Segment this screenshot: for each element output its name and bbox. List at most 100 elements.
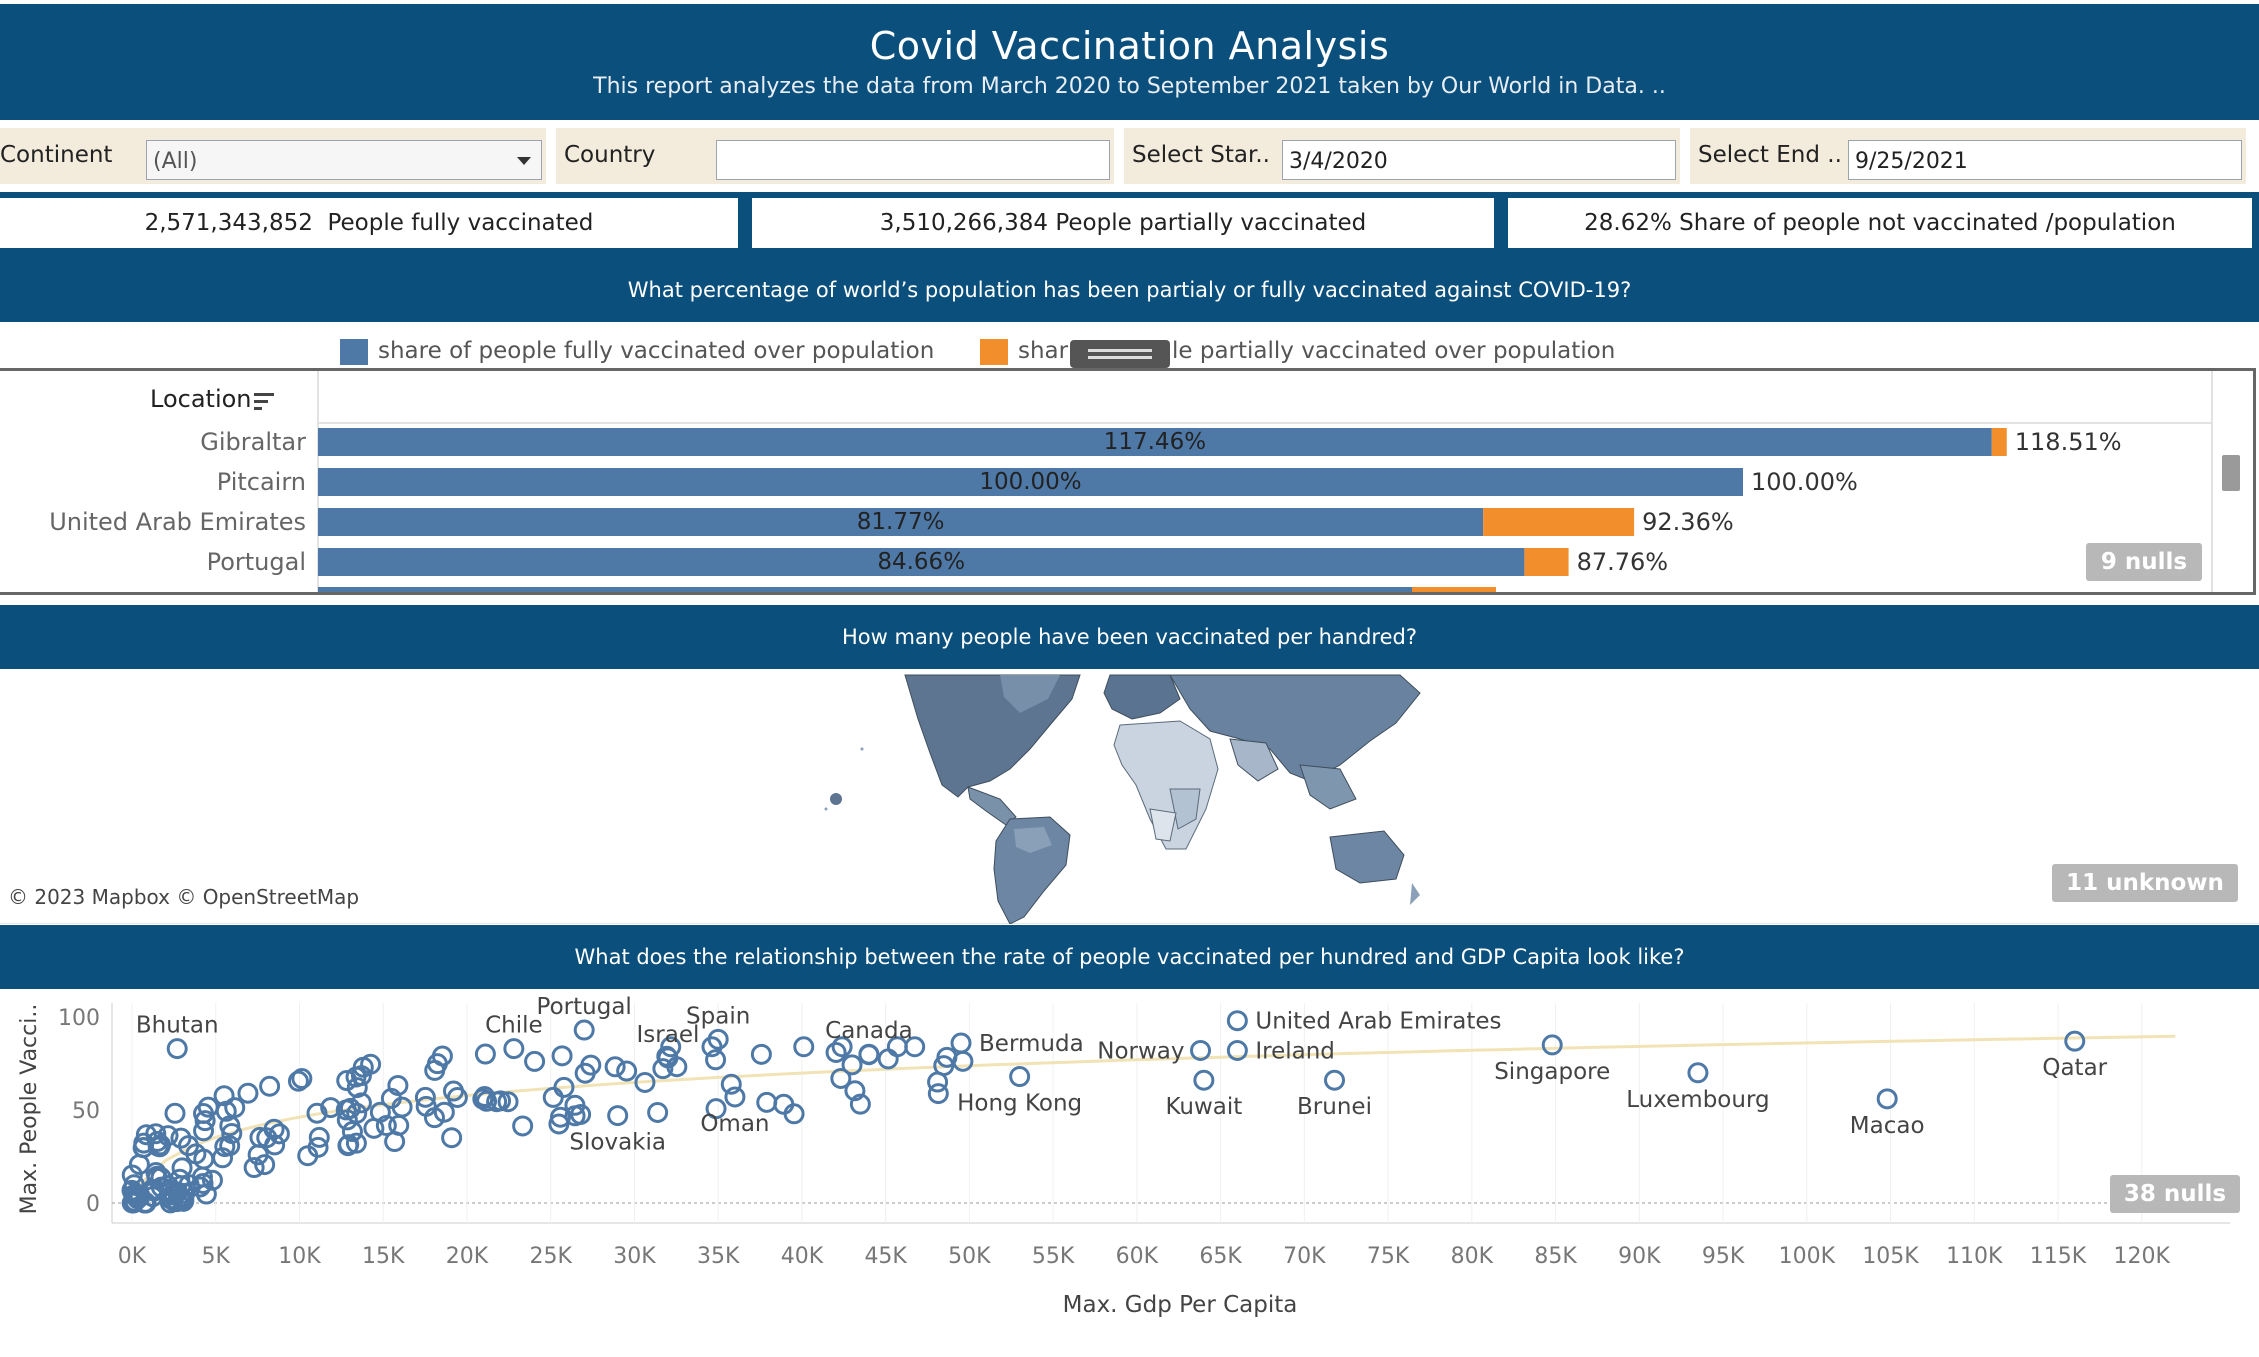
scatter-point-ireland[interactable] xyxy=(1226,1039,1248,1061)
bar-fully-1[interactable] xyxy=(318,468,1743,496)
scatter-point[interactable] xyxy=(149,1136,171,1158)
scatter-point[interactable] xyxy=(647,1101,669,1123)
scatter-point[interactable] xyxy=(660,1036,682,1058)
bar-location-label[interactable]: Pitcairn xyxy=(216,468,306,496)
scatter-point[interactable] xyxy=(213,1085,235,1107)
scatter-point[interactable] xyxy=(783,1103,805,1125)
bar-nulls-badge[interactable]: 9 nulls xyxy=(2086,543,2202,581)
scatter-point-brunei[interactable] xyxy=(1324,1069,1346,1091)
bar-partial-2[interactable] xyxy=(1483,508,1635,536)
scatter-point[interactable] xyxy=(128,1153,150,1175)
continent-dropdown[interactable]: (All) xyxy=(146,140,542,180)
scatter-point[interactable] xyxy=(524,1050,546,1072)
scatter-point[interactable] xyxy=(338,1134,360,1156)
scatter-point[interactable] xyxy=(441,1127,463,1149)
scatter-point[interactable] xyxy=(308,1126,330,1148)
scatter-point-luxembourg[interactable] xyxy=(1687,1062,1709,1084)
scatter-point[interactable] xyxy=(387,1074,409,1096)
scatter-point[interactable] xyxy=(616,1060,638,1082)
scatter-point[interactable] xyxy=(486,1091,508,1113)
scatter-point-israel[interactable] xyxy=(657,1047,679,1069)
scatter-point[interactable] xyxy=(497,1091,519,1113)
bar-partial-0[interactable] xyxy=(1991,428,2007,456)
scatter-point[interactable] xyxy=(243,1157,265,1179)
bar-partial-3[interactable] xyxy=(1524,548,1569,576)
scatter-point[interactable] xyxy=(194,1110,216,1132)
scatter-point[interactable] xyxy=(219,1135,241,1157)
scatter-point[interactable] xyxy=(192,1172,214,1194)
scatter-point[interactable] xyxy=(268,1123,290,1145)
scatter-point[interactable] xyxy=(145,1123,167,1145)
scatter-point-portugal[interactable] xyxy=(573,1019,595,1041)
scatter-point-norway[interactable] xyxy=(1190,1039,1212,1061)
scatter-point[interactable] xyxy=(193,1120,215,1142)
scatter-point[interactable] xyxy=(219,1115,241,1137)
bar-fully-0[interactable] xyxy=(318,428,1992,456)
scatter-point[interactable] xyxy=(201,1169,223,1191)
scatter-point[interactable] xyxy=(831,1036,853,1058)
scatter-point[interactable] xyxy=(474,1043,496,1065)
scatter-point[interactable] xyxy=(830,1067,852,1089)
scatter-point[interactable] xyxy=(164,1102,186,1124)
map-unknown-badge[interactable]: 11 unknown xyxy=(2052,864,2238,902)
scatter-point[interactable] xyxy=(375,1115,397,1137)
scatter-point[interactable] xyxy=(841,1054,863,1076)
scatter-point[interactable] xyxy=(652,1058,674,1080)
scatter-point[interactable] xyxy=(423,1107,445,1129)
bar-fully-2[interactable] xyxy=(318,508,1484,536)
scatter-point-hong-kong[interactable] xyxy=(1009,1066,1031,1088)
scatter-point[interactable] xyxy=(345,1132,367,1154)
scatter-point[interactable] xyxy=(542,1086,564,1108)
scatter-point[interactable] xyxy=(634,1071,656,1093)
bar-fully-partial-row[interactable] xyxy=(318,587,1412,595)
scatter-point[interactable] xyxy=(720,1073,742,1095)
scatter-point[interactable] xyxy=(237,1082,259,1104)
scatter-point[interactable] xyxy=(291,1068,313,1090)
scatter-point-canada[interactable] xyxy=(858,1043,880,1065)
scatter-point[interactable] xyxy=(750,1043,772,1065)
bar-location-label[interactable]: Gibraltar xyxy=(200,428,306,456)
scatter-point-singapore[interactable] xyxy=(1541,1034,1563,1056)
start-date-input[interactable]: 3/4/2020 xyxy=(1282,140,1676,180)
scatter-point[interactable] xyxy=(384,1131,406,1153)
scatter-point[interactable] xyxy=(793,1036,815,1058)
scatter-point[interactable] xyxy=(604,1056,626,1078)
location-header[interactable]: Location xyxy=(150,385,252,413)
scatter-point[interactable] xyxy=(306,1102,328,1124)
scatter-point[interactable] xyxy=(121,1164,143,1186)
scatter-point[interactable] xyxy=(442,1080,464,1102)
scatter-point-chile[interactable] xyxy=(503,1038,525,1060)
resize-grip-icon[interactable] xyxy=(1070,340,1170,368)
scatter-point[interactable] xyxy=(927,1083,949,1105)
map-island-marker[interactable] xyxy=(830,793,842,805)
scatter-point[interactable] xyxy=(549,1106,571,1128)
scatter-point[interactable] xyxy=(414,1086,436,1108)
scatter-point[interactable] xyxy=(705,1049,727,1071)
scatter-point[interactable] xyxy=(849,1093,871,1115)
scatter-point-spain[interactable] xyxy=(707,1028,729,1050)
chevron-down-icon[interactable] xyxy=(517,157,531,165)
scatter-point[interactable] xyxy=(360,1053,382,1075)
scatter-point[interactable] xyxy=(247,1144,269,1166)
scatter-point[interactable] xyxy=(756,1091,778,1113)
scatter-point[interactable] xyxy=(178,1174,200,1196)
scatter-point[interactable] xyxy=(259,1075,281,1097)
scatter-point-oman[interactable] xyxy=(724,1086,746,1108)
scatter-point[interactable] xyxy=(551,1045,573,1067)
scatter-point[interactable] xyxy=(512,1115,534,1137)
scatter-point-united-arab-emirates[interactable] xyxy=(1226,1010,1248,1032)
scatter-point[interactable] xyxy=(146,1167,168,1189)
scatter-point-bhutan[interactable] xyxy=(166,1038,188,1060)
country-input[interactable] xyxy=(716,140,1110,180)
scatter-point[interactable] xyxy=(336,1109,358,1131)
world-map[interactable] xyxy=(0,669,2259,925)
scatter-point[interactable] xyxy=(350,1092,372,1114)
scatter-point[interactable] xyxy=(431,1045,453,1067)
scatter-point[interactable] xyxy=(474,1085,496,1107)
scatter-point[interactable] xyxy=(369,1101,391,1123)
scatter-point-bermuda[interactable] xyxy=(950,1032,972,1054)
scatter-nulls-badge[interactable]: 38 nulls xyxy=(2110,1175,2240,1213)
scatter-point[interactable] xyxy=(170,1127,192,1149)
scatter-point[interactable] xyxy=(936,1046,958,1068)
scatter-point-qatar[interactable] xyxy=(2064,1030,2086,1052)
